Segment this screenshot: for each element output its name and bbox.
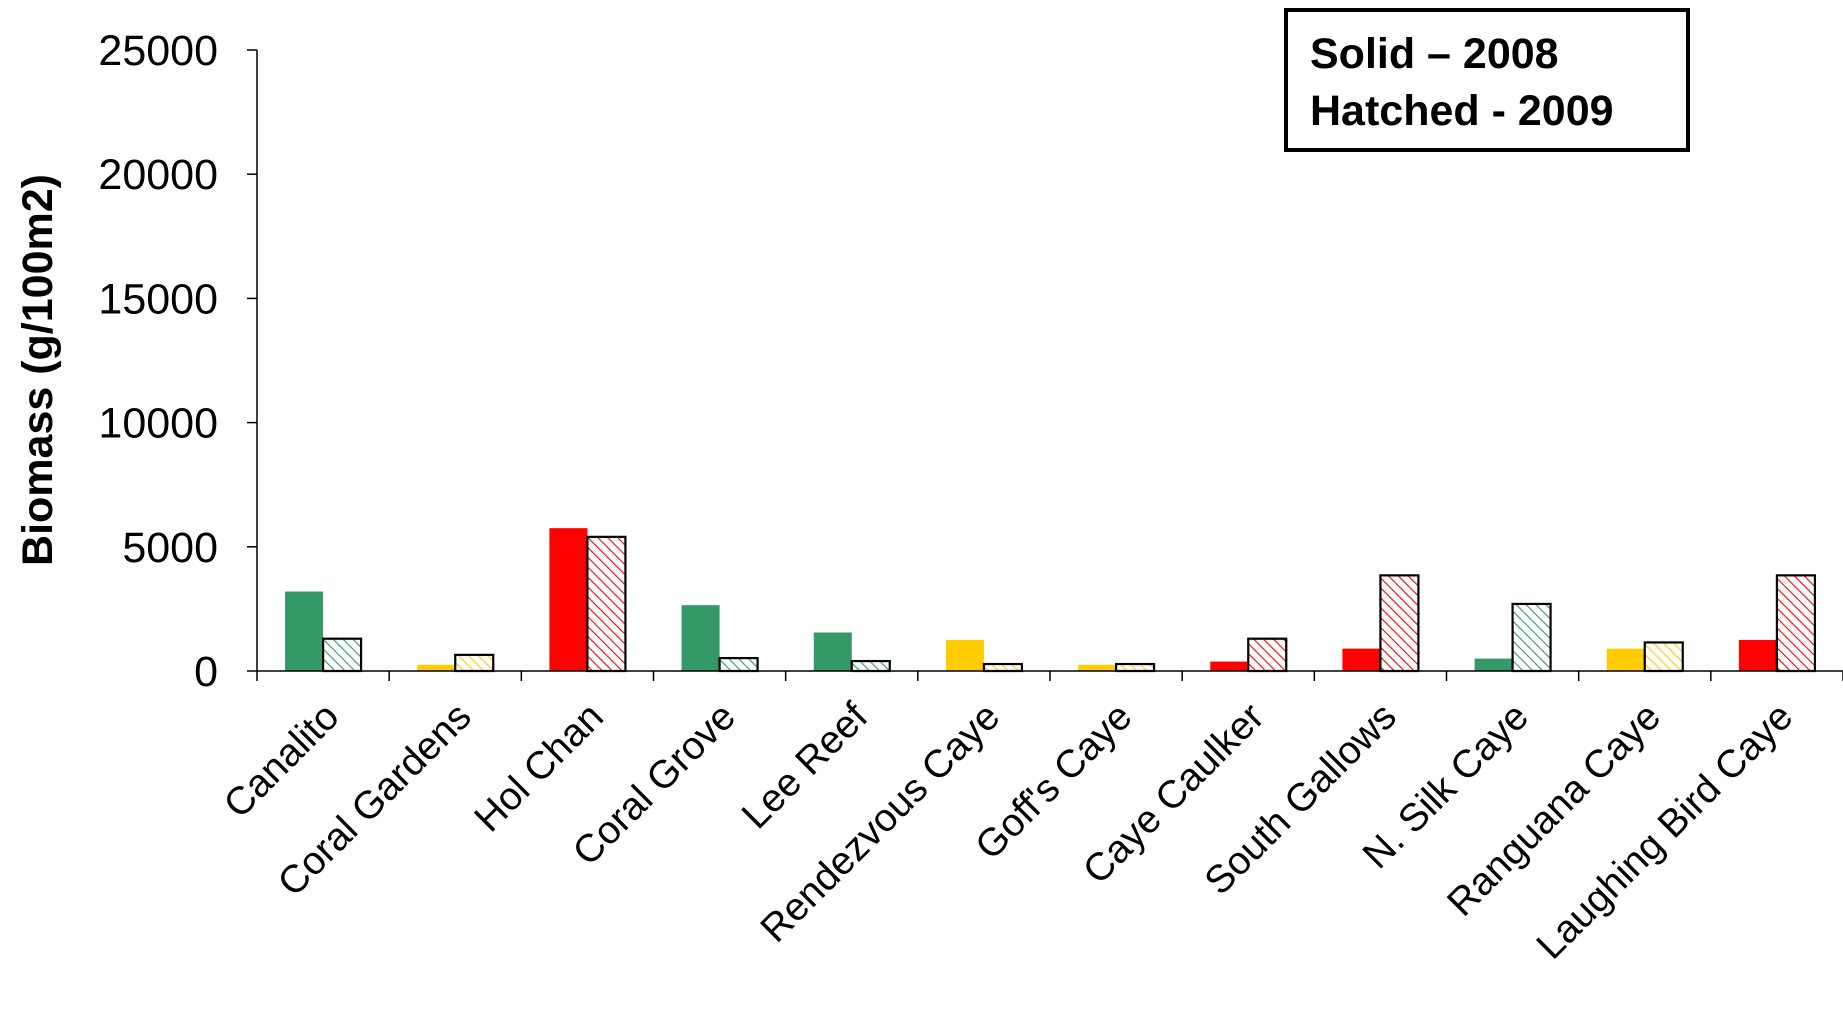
x-tick-label: Rendezvous Caye <box>753 695 1009 951</box>
bar-2009 <box>982 662 1024 673</box>
bar-2008 <box>813 632 852 671</box>
bar-2008 <box>1210 661 1249 671</box>
bar-2008 <box>1474 658 1513 671</box>
bar-2009 <box>850 659 891 673</box>
bar-2008 <box>1606 648 1645 671</box>
y-axis-label: Biomass (g/100m2) <box>14 174 62 566</box>
bar-2009 <box>321 637 363 673</box>
x-tick-label: Laughing Bird Caye <box>1529 695 1802 968</box>
legend-box: Solid – 2008 Hatched - 2009 <box>1284 8 1690 152</box>
y-axis: 0 5000 10000 15000 20000 25000 <box>98 27 258 696</box>
bar-2008 <box>681 605 720 671</box>
legend-line-2009: Hatched - 2009 <box>1310 87 1614 135</box>
bar-2008 <box>549 528 588 671</box>
bar-2009 <box>1247 637 1288 673</box>
bar-2009 <box>1511 602 1552 673</box>
bars <box>285 528 1817 673</box>
y-tick-label: 5000 <box>122 524 218 572</box>
bar-2009 <box>454 653 495 673</box>
bar-2008 <box>285 591 324 671</box>
bar-2009 <box>1114 662 1156 673</box>
bar-2009 <box>1643 641 1684 673</box>
bar-2008 <box>1342 648 1381 671</box>
y-tick-label: 15000 <box>98 275 218 323</box>
y-tick-label: 25000 <box>98 27 218 75</box>
x-tick-label: Lee Reef <box>734 695 876 837</box>
x-tick-label: Canalito <box>216 695 348 827</box>
bar-2008 <box>1078 664 1117 671</box>
bar-2008 <box>945 639 984 671</box>
bar-2009 <box>1379 574 1420 673</box>
bar-2008 <box>1738 639 1777 671</box>
legend-line-2008: Solid – 2008 <box>1310 30 1559 78</box>
bar-2009 <box>586 535 627 673</box>
bar-2009 <box>718 656 759 673</box>
y-tick-label: 20000 <box>98 151 218 199</box>
bar-2008 <box>417 664 456 671</box>
y-tick-label: 10000 <box>98 400 218 448</box>
y-tick-label: 0 <box>194 648 218 696</box>
bar-2009 <box>1775 574 1817 673</box>
